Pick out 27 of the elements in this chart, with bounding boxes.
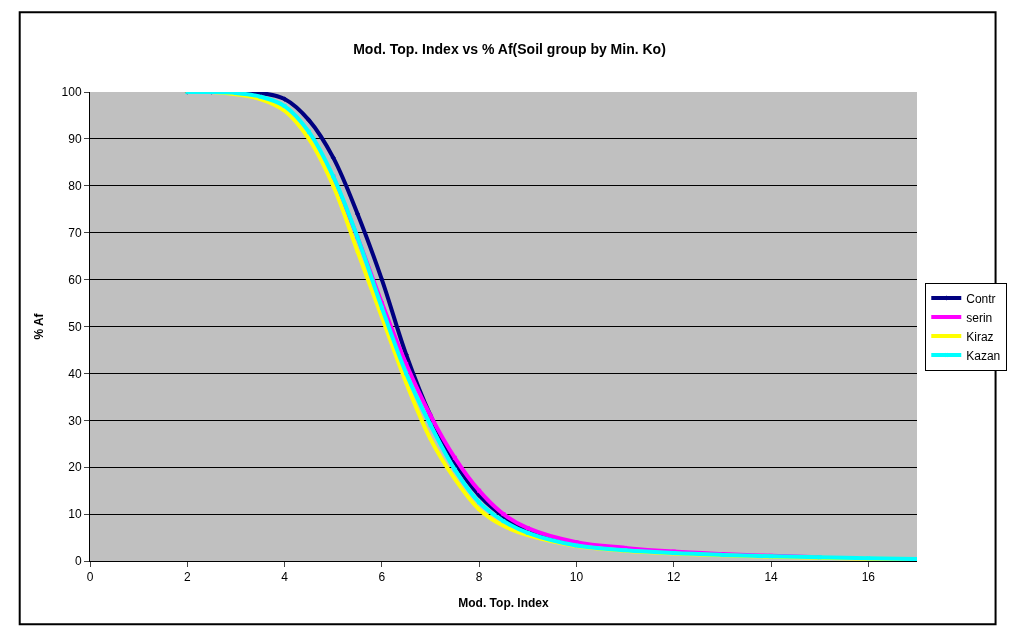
x-tick-label: 16 (861, 570, 876, 585)
legend-label: Contr (966, 291, 996, 306)
y-tick-label: 20 (68, 460, 82, 475)
x-tick-label: 10 (569, 570, 584, 585)
y-tick-label: 60 (68, 272, 82, 287)
y-tick-label: 10 (68, 507, 82, 522)
y-tick-label: 40 (68, 366, 82, 381)
x-tick-label: 6 (378, 570, 386, 585)
x-tick-label: 14 (764, 570, 779, 585)
x-tick-label: 12 (667, 570, 681, 585)
x-tick-label: 4 (281, 570, 289, 585)
legend-label: Kiraz (966, 329, 994, 344)
x-tick-label: 2 (183, 570, 191, 585)
y-tick-label: 30 (68, 413, 82, 428)
x-tick-label: 0 (86, 570, 94, 585)
x-axis-title: Mod. Top. Index (458, 596, 550, 611)
legend-label: Kazan (966, 348, 1001, 363)
y-tick-label: 50 (68, 319, 82, 334)
y-tick-label: 80 (68, 179, 82, 193)
y-tick-label: 0 (74, 554, 82, 569)
chart-title: Mod. Top. Index vs % Af(Soil group by Min. Ko) (353, 40, 666, 57)
y-tick-label: 100 (61, 85, 82, 100)
y-tick-label: 70 (68, 225, 82, 240)
y-tick-label: 90 (68, 132, 82, 147)
y-axis-title: % Af (31, 312, 46, 340)
x-tick-label: 8 (475, 570, 483, 585)
legend-label: serin (966, 310, 993, 325)
